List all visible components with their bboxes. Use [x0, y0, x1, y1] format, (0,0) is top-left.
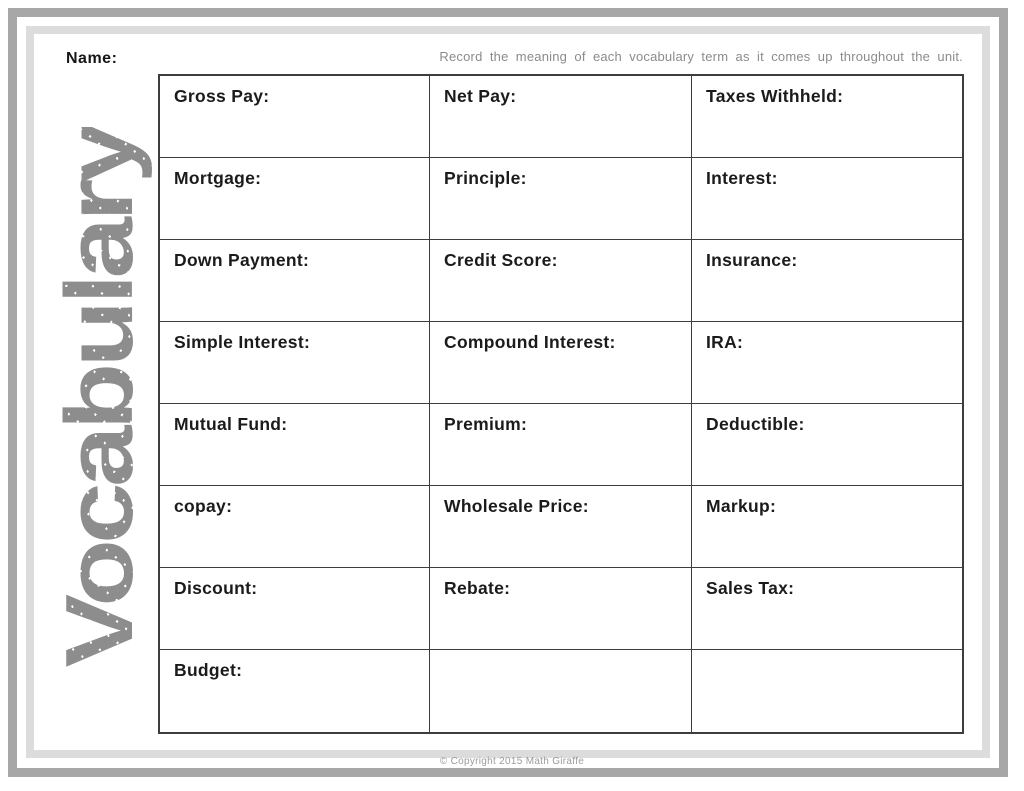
inner-frame-border	[26, 26, 990, 758]
vocab-term-cell: Discount:	[160, 568, 430, 650]
vocab-term-label: Discount:	[174, 578, 258, 598]
vocab-term-label: Net Pay:	[444, 86, 517, 106]
vocab-term-label: Mutual Fund:	[174, 414, 288, 434]
vocab-term-label: Interest:	[706, 168, 778, 188]
copyright-text: © Copyright 2015 Math Giraffe	[439, 756, 585, 767]
vocab-term-cell: Principle:	[430, 158, 692, 240]
vocab-term-label: Taxes Withheld:	[706, 86, 844, 106]
vocab-term-cell: Budget:	[160, 650, 430, 732]
vocab-term-cell: Mutual Fund:	[160, 404, 430, 486]
vocab-term-cell: Interest:	[692, 158, 962, 240]
vocab-term-cell: Mortgage:	[160, 158, 430, 240]
vocab-term-cell: Credit Score:	[430, 240, 692, 322]
vocab-term-cell: Sales Tax:	[692, 568, 962, 650]
vocab-term-label: Premium:	[444, 414, 528, 434]
vocab-term-cell: Premium:	[430, 404, 692, 486]
instruction-text: Record the meaning of each vocabulary te…	[439, 49, 963, 64]
vocab-term-label: Budget:	[174, 660, 243, 680]
vocab-term-label: Rebate:	[444, 578, 511, 598]
vocab-term-label: Mortgage:	[174, 168, 262, 188]
vocab-term-label: copay:	[174, 496, 233, 516]
vocab-term-cell: Insurance:	[692, 240, 962, 322]
vocab-term-cell: Deductible:	[692, 404, 962, 486]
vocab-term-cell: Down Payment:	[160, 240, 430, 322]
vocab-term-cell: Taxes Withheld:	[692, 76, 962, 158]
vocab-term-cell: copay:	[160, 486, 430, 568]
vocab-term-label: Deductible:	[706, 414, 805, 434]
vocab-term-label: Sales Tax:	[706, 578, 795, 598]
vocab-term-label: Down Payment:	[174, 250, 310, 270]
vocab-term-label: Wholesale Price:	[444, 496, 589, 516]
vocab-term-label: Markup:	[706, 496, 777, 516]
vocabulary-table: Gross Pay: Net Pay: Taxes Withheld: Mortgag…	[158, 74, 964, 734]
vocab-term-label: Insurance:	[706, 250, 798, 270]
vocab-term-cell	[692, 650, 962, 732]
vertical-title-box: Vocabulary	[44, 76, 156, 718]
vocab-term-cell	[430, 650, 692, 732]
vocab-term-label: Credit Score:	[444, 250, 558, 270]
vocab-term-label: IRA:	[706, 332, 744, 352]
vocab-term-cell: IRA:	[692, 322, 962, 404]
vocab-term-cell: Simple Interest:	[160, 322, 430, 404]
vocab-term-cell: Markup:	[692, 486, 962, 568]
vocab-term-label: Principle:	[444, 168, 527, 188]
outer-frame-border	[8, 8, 1008, 777]
vertical-title: Vocabulary	[46, 126, 153, 668]
vocab-term-cell: Wholesale Price:	[430, 486, 692, 568]
vocab-term-cell: Compound Interest:	[430, 322, 692, 404]
vocab-term-label: Simple Interest:	[174, 332, 311, 352]
vocab-term-label: Compound Interest:	[444, 332, 616, 352]
vocab-term-cell: Net Pay:	[430, 76, 692, 158]
name-label: Name:	[66, 50, 118, 67]
vocab-term-label: Gross Pay:	[174, 86, 270, 106]
vocab-term-cell: Rebate:	[430, 568, 692, 650]
vocab-term-cell: Gross Pay:	[160, 76, 430, 158]
